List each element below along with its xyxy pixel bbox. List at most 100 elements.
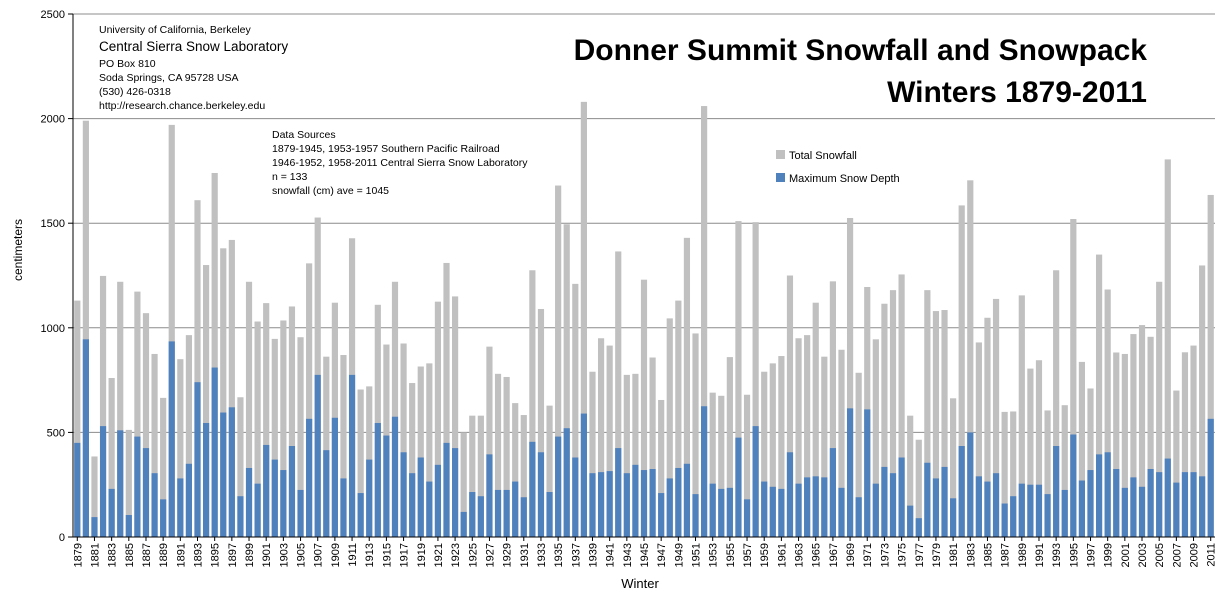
x-tick-label: 1941	[605, 543, 617, 567]
bar-max-snow-depth	[185, 463, 193, 537]
bar-max-snow-depth	[1087, 470, 1094, 537]
x-tick-label: 1921	[433, 543, 445, 567]
bar-max-snow-depth	[666, 478, 673, 537]
bar-max-snow-depth	[271, 459, 278, 537]
bar-max-snow-depth	[82, 339, 89, 537]
bar-max-snow-depth	[434, 464, 442, 537]
x-tick-label: 1913	[364, 543, 376, 567]
bar-total-snowfall	[546, 405, 553, 537]
x-tick-label: 1979	[931, 543, 943, 567]
bar-max-snow-depth	[108, 488, 115, 537]
bar-max-snow-depth	[142, 448, 150, 537]
legend-swatch-total-snowfall	[776, 150, 785, 159]
bar-total-snowfall	[950, 398, 957, 537]
bar-total-snowfall	[1053, 270, 1060, 537]
bar-max-snow-depth	[1181, 472, 1189, 537]
bar-max-snow-depth	[529, 441, 536, 537]
bar-max-snow-depth	[160, 499, 167, 537]
bar-max-snow-depth	[1027, 484, 1034, 537]
bar-total-snowfall	[271, 338, 278, 537]
x-tick-label: 1981	[948, 543, 960, 567]
bar-total-snowfall	[91, 456, 98, 537]
x-tick-label: 1989	[1017, 543, 1029, 567]
bar-max-snow-depth	[975, 476, 982, 537]
bar-total-snowfall	[795, 338, 802, 537]
bar-max-snow-depth	[91, 517, 98, 537]
bar-max-snow-depth	[237, 496, 244, 537]
bar-max-snow-depth	[452, 448, 459, 537]
chart-title-line1: Donner Summit Snowfall and Snowpack	[574, 34, 1148, 67]
bar-total-snowfall	[254, 321, 261, 537]
bar-total-snowfall	[426, 363, 433, 537]
x-tick-label: 1993	[1051, 543, 1063, 567]
bar-total-snowfall	[812, 302, 819, 537]
y-tick-label: 1500	[41, 218, 65, 230]
bar-total-snowfall	[1113, 352, 1120, 537]
bar-total-snowfall	[932, 311, 940, 537]
bar-total-snowfall	[804, 335, 811, 537]
x-tick-label: 1969	[845, 543, 857, 567]
bar-max-snow-depth	[950, 498, 957, 537]
bar-max-snow-depth	[168, 341, 175, 537]
bar-max-snow-depth	[1053, 445, 1060, 537]
bar-total-snowfall	[202, 265, 210, 537]
bar-max-snow-depth	[374, 422, 381, 537]
info-city: Soda Springs, CA 95728 USA	[99, 72, 239, 84]
bar-max-snow-depth	[280, 470, 287, 537]
bar-total-snowfall	[1095, 254, 1103, 537]
bar-total-snowfall	[1035, 360, 1043, 537]
bar-total-snowfall	[1087, 388, 1094, 537]
y-tick-label: 500	[47, 427, 65, 439]
bar-total-snowfall	[958, 205, 965, 537]
bar-total-snowfall	[889, 290, 897, 537]
bar-max-snow-depth	[469, 492, 476, 537]
bar-max-snow-depth	[701, 406, 708, 537]
bar-max-snow-depth	[400, 452, 407, 537]
bar-max-snow-depth	[838, 487, 845, 537]
legend-label-max-snow-depth: Maximum Snow Depth	[789, 173, 900, 185]
x-tick-label: 1933	[536, 543, 548, 567]
bar-max-snow-depth	[1018, 483, 1025, 537]
bar-max-snow-depth	[941, 466, 948, 537]
x-tick-label: 2009	[1189, 543, 1201, 567]
bar-max-snow-depth	[572, 457, 579, 537]
bar-total-snowfall	[1121, 353, 1128, 537]
bar-max-snow-depth	[1156, 472, 1163, 537]
y-tick-label: 2500	[41, 9, 65, 21]
x-tick-label: 1931	[519, 543, 531, 567]
bar-total-snowfall	[606, 345, 613, 537]
bar-total-snowfall	[357, 389, 364, 537]
bar-max-snow-depth	[1044, 494, 1051, 537]
bar-max-snow-depth	[967, 432, 974, 537]
bar-total-snowfall	[735, 221, 742, 537]
bar-total-snowfall	[503, 376, 510, 537]
x-tick-label: 1961	[776, 543, 788, 567]
legend-swatch-max-snow-depth	[776, 173, 785, 182]
bar-max-snow-depth	[314, 374, 321, 537]
bar-total-snowfall	[786, 275, 794, 537]
bar-total-snowfall	[520, 415, 527, 537]
bar-total-snowfall	[194, 200, 201, 538]
bar-total-snowfall	[658, 399, 665, 537]
bar-max-snow-depth	[117, 430, 124, 537]
bar-total-snowfall	[649, 357, 656, 537]
bar-total-snowfall	[134, 291, 141, 537]
bar-total-snowfall	[512, 403, 519, 537]
bar-max-snow-depth	[555, 436, 562, 537]
bar-total-snowfall	[907, 415, 914, 537]
bar-max-snow-depth	[1207, 418, 1214, 537]
info-phone: (530) 426-0318	[99, 86, 171, 98]
bar-max-snow-depth	[1095, 454, 1103, 537]
y-tick-label: 0	[59, 532, 65, 544]
bar-max-snow-depth	[992, 473, 1000, 537]
x-tick-label: 1959	[759, 543, 771, 567]
x-tick-label: 1917	[399, 543, 411, 567]
info-url: http://research.chance.berkeley.edu	[99, 100, 265, 112]
bar-total-snowfall	[855, 372, 862, 537]
bar-max-snow-depth	[915, 518, 922, 537]
bar-total-snowfall	[683, 237, 691, 537]
x-axis-label: Winter	[621, 576, 659, 591]
bar-total-snowfall	[1001, 411, 1008, 537]
